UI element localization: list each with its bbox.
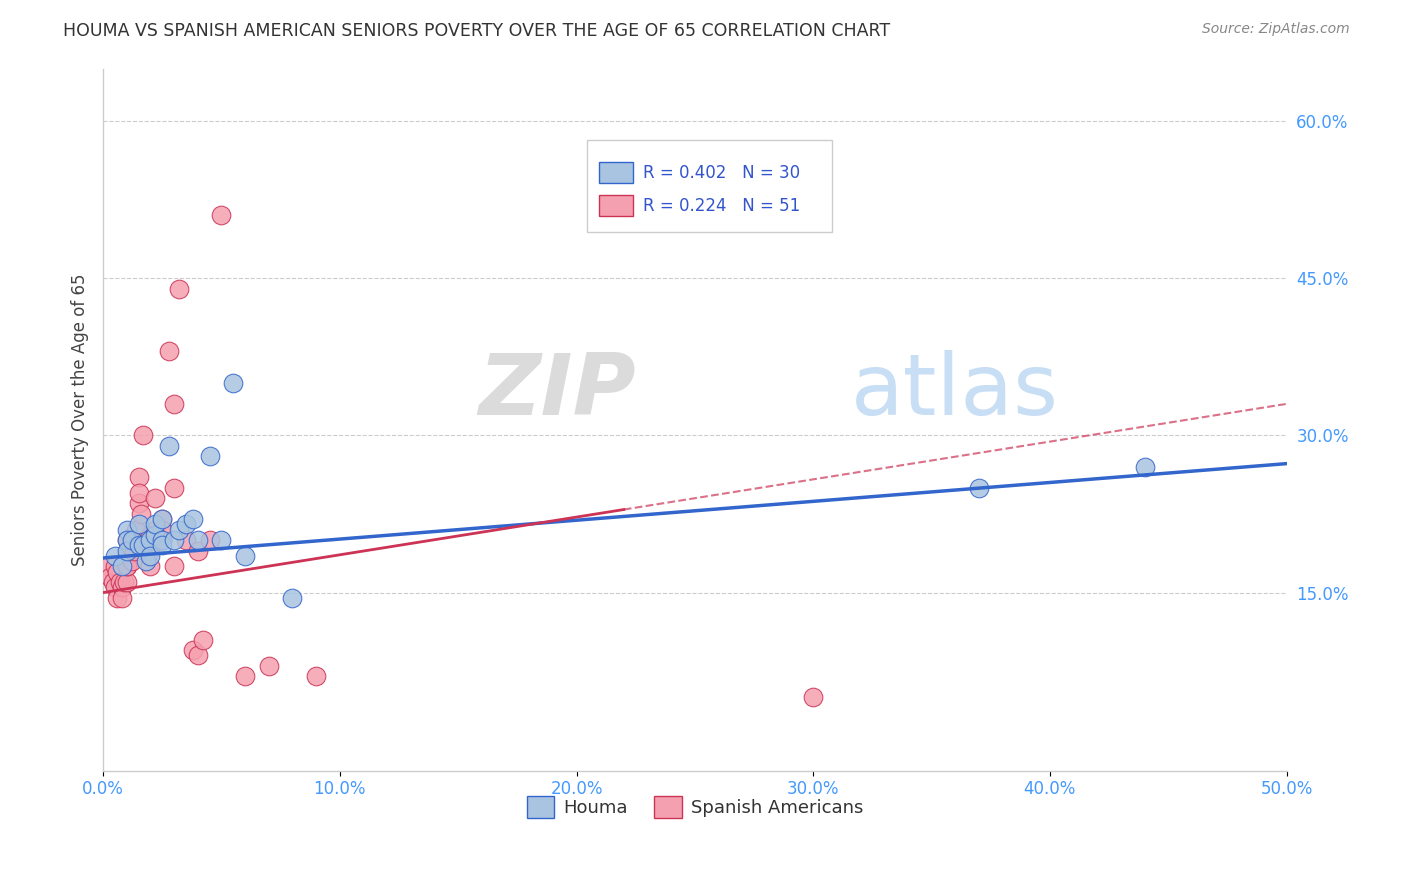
Point (125, 523, 148, 537)
Text: Source: ZipAtlas.com: Source: ZipAtlas.com (1202, 22, 1350, 37)
Point (163, 481, 186, 495)
Point (143, 523, 166, 537)
Point (115, 559, 138, 574)
Point (157, 344, 180, 359)
Point (128, 496, 150, 510)
Point (198, 533, 221, 548)
Point (132, 538, 155, 552)
Point (143, 528, 166, 542)
Point (139, 559, 162, 574)
Point (1133, 459, 1156, 474)
Text: ZIP: ZIP (478, 350, 636, 433)
Point (129, 507, 152, 521)
Point (198, 450, 221, 464)
Point (115, 575, 138, 590)
Point (139, 549, 162, 563)
Point (98, 570, 121, 584)
Point (111, 591, 134, 605)
Point (143, 517, 166, 532)
Point (104, 549, 127, 563)
Point (132, 428, 155, 442)
Point (150, 523, 173, 537)
Point (121, 533, 143, 548)
Point (801, 690, 824, 705)
Point (114, 575, 136, 590)
Point (128, 538, 150, 552)
Legend: Houma, Spanish Americans: Houma, Spanish Americans (520, 789, 870, 825)
Point (143, 491, 166, 506)
Point (115, 543, 138, 558)
Point (211, 208, 233, 222)
Point (191, 632, 214, 647)
Point (121, 533, 143, 548)
Point (139, 533, 162, 548)
Point (305, 669, 328, 683)
Point (115, 523, 138, 537)
Text: HOUMA VS SPANISH AMERICAN SENIORS POVERTY OVER THE AGE OF 65 CORRELATION CHART: HOUMA VS SPANISH AMERICAN SENIORS POVERT… (63, 22, 890, 40)
Point (115, 549, 138, 563)
Point (139, 543, 162, 558)
Y-axis label: Seniors Poverty Over the Age of 65: Seniors Poverty Over the Age of 65 (72, 273, 89, 566)
Point (167, 282, 190, 296)
Point (233, 669, 256, 683)
Point (97, 559, 120, 574)
Point (187, 533, 209, 548)
Point (101, 575, 124, 590)
Point (150, 512, 173, 526)
Point (105, 565, 128, 579)
Point (163, 559, 186, 574)
Point (128, 486, 150, 500)
Point (139, 538, 162, 552)
Point (157, 439, 180, 453)
Point (150, 512, 173, 526)
Point (128, 517, 150, 532)
Point (281, 591, 304, 605)
Point (181, 643, 204, 657)
Point (111, 559, 134, 574)
Point (187, 648, 209, 663)
Text: atlas: atlas (851, 350, 1059, 433)
Point (115, 559, 138, 574)
Text: R = 0.224   N = 51: R = 0.224 N = 51 (643, 196, 800, 215)
Point (187, 543, 209, 558)
Point (150, 533, 173, 548)
Point (150, 533, 173, 548)
Point (167, 523, 190, 537)
Point (135, 554, 157, 568)
Point (115, 533, 138, 548)
Point (111, 580, 134, 594)
Text: R = 0.402   N = 30: R = 0.402 N = 30 (643, 163, 800, 182)
Point (967, 481, 990, 495)
Point (104, 559, 127, 574)
Point (121, 554, 143, 568)
Point (105, 591, 128, 605)
Point (174, 517, 197, 532)
Point (108, 575, 131, 590)
Point (181, 512, 204, 526)
Point (139, 528, 162, 542)
Point (115, 533, 138, 548)
Point (222, 376, 245, 390)
Point (233, 549, 256, 563)
Point (257, 659, 280, 673)
Point (122, 543, 145, 558)
Point (135, 533, 157, 548)
Point (150, 538, 173, 552)
Point (128, 470, 150, 484)
Point (174, 533, 197, 548)
Point (104, 580, 127, 594)
Point (163, 397, 186, 411)
Point (211, 533, 233, 548)
Point (163, 533, 186, 548)
